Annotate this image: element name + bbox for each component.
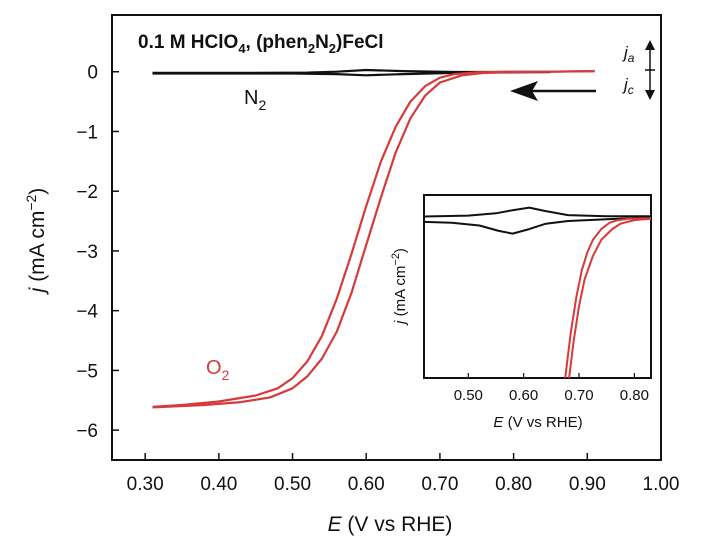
title-part-a: 0.1 M HClO — [138, 32, 238, 53]
jc-var: j — [622, 75, 629, 94]
cathodic-current-label: jc — [622, 75, 634, 97]
o2-series-label: O2 — [206, 357, 230, 383]
jc-sub: c — [628, 83, 634, 97]
current-direction-labels: ja jc — [622, 40, 655, 100]
ja-sub: a — [628, 51, 635, 65]
ja-var: j — [622, 43, 629, 62]
inset-y-axis-label: j (mA cm−2) — [390, 248, 409, 326]
x-tick-label: 1.00 — [643, 474, 680, 495]
y-tick-label: −6 — [76, 421, 98, 442]
chart-title: 0.1 M HClO4, (phen2N2)FeCl — [138, 32, 384, 56]
o2-backward-sweep — [152, 70, 595, 409]
y-tick-label: −4 — [76, 302, 98, 323]
x-axis-var: E — [328, 513, 343, 536]
x-tick-label: 0.40 — [200, 474, 237, 495]
y-tick-label: 0 — [87, 63, 98, 84]
title-part-b: , (phen — [246, 32, 308, 53]
o2-label-main: O — [206, 357, 222, 379]
down-arrowhead-icon — [645, 90, 655, 100]
inset-x-unit: (V vs RHE) — [503, 414, 582, 431]
x-tick-label: 0.30 — [127, 474, 164, 495]
title-sub-c: 2 — [329, 41, 336, 56]
n2-series-label: N2 — [244, 87, 266, 113]
x-tick-label: 0.90 — [569, 474, 606, 495]
up-arrowhead-icon — [645, 40, 655, 50]
inset-y-sup: −2 — [390, 253, 402, 266]
o2-label-sub: 2 — [222, 367, 230, 383]
main-ticks: 0.30 0.40 0.50 0.60 0.70 0.80 0.90 1.00 0 −1 −2 −3 −… — [76, 63, 679, 495]
inset-series — [424, 206, 651, 378]
inset-o2-forward-sweep — [564, 217, 651, 378]
main-plot-frame — [111, 14, 662, 461]
y-tick-label: −1 — [76, 122, 98, 143]
y-tick-label: −2 — [76, 182, 98, 203]
inset-x-tick-label: 0.80 — [620, 387, 649, 404]
title-sub-a: 4 — [238, 41, 246, 56]
y-axis-label: j (mA cm−2) — [23, 188, 49, 296]
inset-x-var: E — [493, 414, 504, 431]
x-axis-label: E (V vs RHE) — [328, 513, 453, 536]
y-axis-sup: −2 — [23, 194, 39, 210]
y-axis-unit: (mA cm — [26, 211, 49, 288]
y-tick-label: −3 — [76, 242, 98, 263]
inset-y-close: ) — [392, 248, 409, 253]
x-tick-label: 0.50 — [274, 474, 311, 495]
x-tick-label: 0.70 — [421, 474, 458, 495]
inset-x-axis-label: E (V vs RHE) — [493, 414, 582, 431]
n2-label-sub: 2 — [258, 97, 266, 113]
scan-direction-arrow — [510, 81, 596, 101]
y-axis-var: j — [26, 286, 49, 295]
y-tick-label: −5 — [76, 361, 98, 382]
n2-label-main: N — [244, 87, 258, 109]
title-sub-b: 2 — [308, 41, 315, 56]
inset-x-tick-label: 0.60 — [509, 387, 538, 404]
title-part-d: )FeCl — [336, 32, 384, 53]
x-tick-label: 0.80 — [495, 474, 532, 495]
inset-n2-backward-sweep — [424, 216, 651, 235]
anodic-current-label: ja — [622, 43, 635, 65]
main-series — [152, 68, 595, 409]
inset-n2-forward-sweep — [424, 206, 651, 218]
o2-forward-sweep — [152, 70, 595, 408]
y-axis-close: ) — [26, 188, 49, 195]
inset-ticks: 0.50 0.60 0.70 0.80 — [454, 373, 649, 404]
inset-y-unit: (mA cm — [392, 266, 409, 321]
inset-x-tick-label: 0.70 — [564, 387, 593, 404]
title-part-c: N — [315, 32, 329, 53]
x-tick-label: 0.60 — [348, 474, 385, 495]
inset-o2-backward-sweep — [568, 217, 651, 378]
inset-x-tick-label: 0.50 — [454, 387, 483, 404]
inset-y-var: j — [392, 320, 409, 326]
x-axis-unit: (V vs RHE) — [342, 513, 453, 536]
